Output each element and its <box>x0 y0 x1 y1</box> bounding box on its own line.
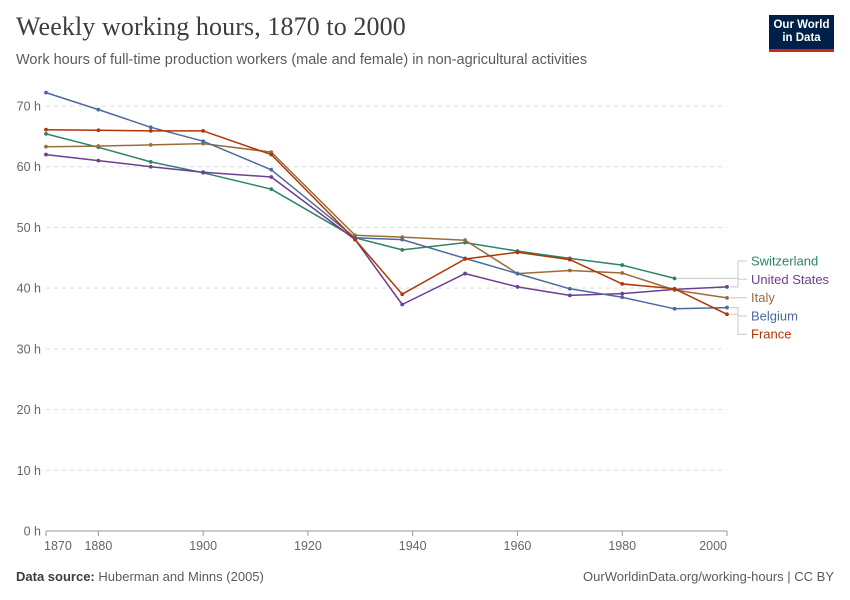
data-point[interactable] <box>148 128 153 133</box>
x-tick-label: 1900 <box>189 539 217 553</box>
owid-logo[interactable]: Our World in Data <box>769 15 834 52</box>
data-point[interactable] <box>672 286 677 291</box>
legend-label[interactable]: Switzerland <box>751 254 818 269</box>
y-tick-label: 50 h <box>17 221 41 235</box>
legend-label[interactable]: Italy <box>751 290 775 305</box>
legend: Switzerland United States Italy Belgium Fran… <box>677 254 830 342</box>
data-point[interactable] <box>201 170 206 175</box>
data-point[interactable] <box>400 292 405 297</box>
data-point[interactable] <box>567 286 572 291</box>
logo-line-1: Our World <box>773 19 830 31</box>
x-tick-label: 1940 <box>399 539 427 553</box>
data-point[interactable] <box>96 158 101 163</box>
data-point[interactable] <box>96 107 101 112</box>
data-point[interactable] <box>620 263 625 267</box>
data-point[interactable] <box>463 238 467 243</box>
data-point[interactable] <box>148 125 153 130</box>
data-source-label: Data source: <box>16 569 95 584</box>
chart-subtitle: Work hours of full-time production worke… <box>16 52 588 68</box>
data-point[interactable] <box>400 237 405 242</box>
data-source: Data source: Huberman and Minns (2005) <box>16 569 264 584</box>
data-point[interactable] <box>96 144 101 148</box>
data-point[interactable] <box>44 127 48 132</box>
x-tick-label: 2000 <box>699 539 727 553</box>
x-tick-label: 1960 <box>504 539 532 553</box>
data-point[interactable] <box>269 175 274 179</box>
data-point[interactable] <box>620 291 625 296</box>
legend-connector <box>730 313 747 335</box>
source-url[interactable]: OurWorldinData.org/working-hours | CC BY <box>583 569 834 584</box>
data-point[interactable] <box>515 250 520 255</box>
x-tick-label: 1920 <box>294 539 322 553</box>
data-point[interactable] <box>725 312 729 317</box>
legend-label[interactable]: France <box>751 327 791 342</box>
data-point[interactable] <box>725 295 729 300</box>
series-lines <box>44 90 729 317</box>
data-point[interactable] <box>725 285 729 289</box>
x-tick-label: 1870 <box>44 539 72 553</box>
axes: 0 h 10 h 20 h 30 h 40 h 50 h 60 h 70 h 1870 1880 1… <box>17 100 728 553</box>
data-point[interactable] <box>620 271 625 275</box>
data-point[interactable] <box>96 128 101 133</box>
y-tick-label: 70 h <box>17 100 41 114</box>
legend-connector <box>730 307 747 317</box>
legend-connector <box>730 278 747 288</box>
series-line[interactable] <box>45 133 675 280</box>
x-tick-label: 1880 <box>84 539 112 553</box>
data-point[interactable] <box>201 139 206 144</box>
y-tick-label: 30 h <box>17 342 41 356</box>
y-tick-label: 0 h <box>24 525 41 539</box>
series-line[interactable] <box>45 128 728 315</box>
data-source-text[interactable]: Huberman and Minns (2005) <box>98 569 264 584</box>
legend-label[interactable]: Belgium <box>751 308 798 323</box>
data-point[interactable] <box>44 90 48 95</box>
legend-label[interactable]: United States <box>751 272 830 287</box>
data-point[interactable] <box>269 187 274 192</box>
data-point[interactable] <box>201 128 206 133</box>
data-point[interactable] <box>44 144 48 149</box>
data-point[interactable] <box>620 295 625 300</box>
data-point[interactable] <box>567 268 572 273</box>
series-line[interactable] <box>45 153 728 306</box>
data-point[interactable] <box>269 167 274 172</box>
y-tick-label: 10 h <box>17 464 41 478</box>
data-point[interactable] <box>672 306 677 311</box>
data-point[interactable] <box>148 164 153 169</box>
data-point[interactable] <box>353 237 357 242</box>
data-point[interactable] <box>148 159 153 164</box>
data-point[interactable] <box>463 271 467 276</box>
data-point[interactable] <box>725 305 729 310</box>
grid-lines <box>46 105 727 471</box>
data-point[interactable] <box>44 132 48 136</box>
y-tick-label: 40 h <box>17 282 41 296</box>
data-point[interactable] <box>44 152 48 157</box>
data-point[interactable] <box>400 302 405 307</box>
y-tick-label: 20 h <box>17 403 41 417</box>
data-point[interactable] <box>567 257 572 262</box>
legend-connector <box>677 260 747 279</box>
data-point[interactable] <box>148 142 153 147</box>
y-tick-label: 60 h <box>17 160 41 174</box>
data-point[interactable] <box>463 257 467 261</box>
data-point[interactable] <box>620 281 625 286</box>
data-point[interactable] <box>515 271 520 276</box>
logo-line-2: in Data <box>782 32 821 44</box>
data-point[interactable] <box>567 293 572 298</box>
data-point[interactable] <box>400 247 405 252</box>
x-tick-label: 1980 <box>608 539 636 553</box>
data-point[interactable] <box>515 285 520 289</box>
data-point[interactable] <box>269 152 274 157</box>
data-point[interactable] <box>672 276 677 281</box>
chart-title: Weekly working hours, 1870 to 2000 <box>16 12 406 41</box>
